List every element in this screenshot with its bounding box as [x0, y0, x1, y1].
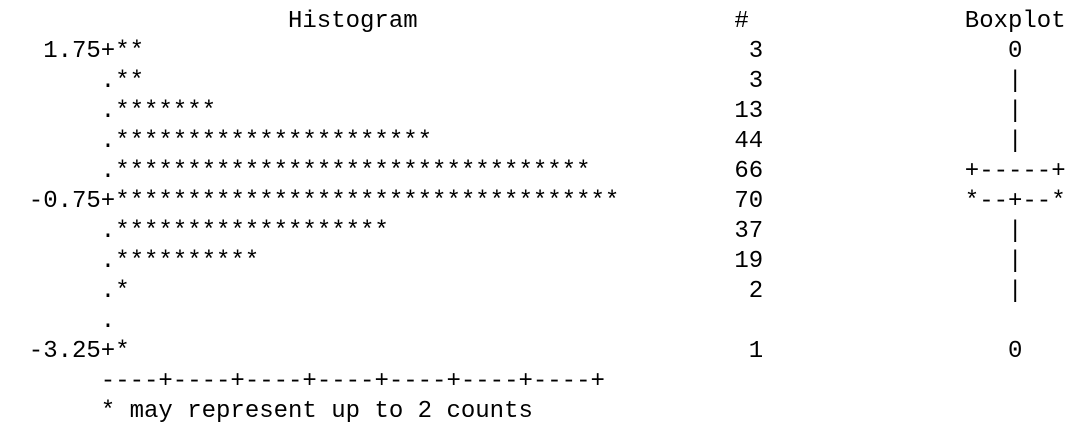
y-tick-label: 1.75	[43, 38, 101, 65]
histogram-bar: **	[115, 68, 144, 95]
boxplot-segment: |	[1008, 278, 1023, 305]
boxplot-header: Boxplot	[964, 8, 1066, 35]
axis-marker: .	[100, 158, 116, 185]
bar-count: 3	[748, 38, 764, 65]
boxplot-segment: 0	[1008, 338, 1023, 365]
axis-marker: +	[100, 38, 116, 65]
boxplot-segment: |	[1008, 128, 1023, 155]
bar-count: 66	[734, 158, 764, 185]
count-header: #	[734, 8, 749, 35]
axis-marker: .	[100, 128, 116, 155]
axis-marker: .	[100, 218, 116, 245]
histogram-bar: *******	[115, 98, 217, 125]
y-tick-label: -3.25	[28, 338, 101, 365]
histogram-bar: *******************	[115, 218, 389, 245]
footnote: * may represent up to 2 counts	[100, 398, 533, 425]
axis-marker: +	[100, 338, 116, 365]
histogram-bar: **********	[115, 248, 260, 275]
bar-count: 13	[734, 98, 764, 125]
y-tick-label: -0.75	[28, 188, 101, 215]
axis-marker: +	[100, 188, 116, 215]
boxplot-segment: 0	[1008, 38, 1023, 65]
boxplot-segment: *--+--*	[964, 188, 1066, 215]
boxplot-segment: |	[1008, 98, 1023, 125]
axis-marker: .	[100, 98, 116, 125]
histogram-bar: ***********************************	[115, 188, 620, 215]
histogram-bar: *	[115, 278, 130, 305]
histogram-bar: **********************	[115, 128, 433, 155]
boxplot-segment: |	[1008, 218, 1023, 245]
axis-marker: .	[100, 278, 116, 305]
histogram-bar: *********************************	[115, 158, 591, 185]
histogram-bar: **	[115, 38, 144, 65]
bar-count: 2	[748, 278, 764, 305]
bar-count: 19	[734, 248, 764, 275]
bar-count: 1	[748, 338, 764, 365]
axis-scale: ----+----+----+----+----+----+----+	[100, 368, 605, 395]
axis-marker: .	[100, 308, 116, 335]
bar-count: 3	[748, 68, 764, 95]
boxplot-segment: +-----+	[964, 158, 1066, 185]
bar-count: 44	[734, 128, 764, 155]
chart-title: Histogram	[288, 8, 418, 35]
boxplot-segment: |	[1008, 68, 1023, 95]
axis-marker: .	[100, 68, 116, 95]
bar-count: 37	[734, 218, 764, 245]
boxplot-segment: |	[1008, 248, 1023, 275]
bar-count: 70	[734, 188, 764, 215]
axis-marker: .	[100, 248, 116, 275]
histogram-bar: *	[115, 338, 130, 365]
